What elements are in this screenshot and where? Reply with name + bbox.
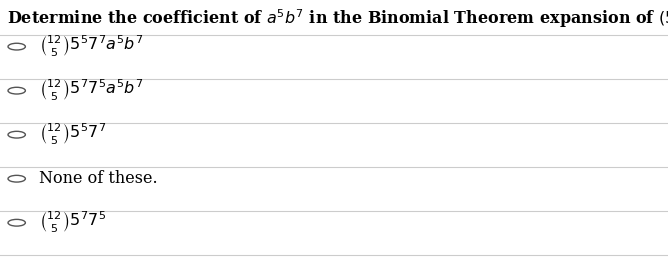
- Text: $\binom{12}{5}5^5 7^7 a^5 b^7$: $\binom{12}{5}5^5 7^7 a^5 b^7$: [39, 34, 143, 59]
- Text: $\binom{12}{5}5^7 7^5$: $\binom{12}{5}5^7 7^5$: [39, 210, 106, 235]
- Text: $\binom{12}{5}5^5 7^7$: $\binom{12}{5}5^5 7^7$: [39, 122, 106, 147]
- Text: Determine the coefficient of $a^5b^7$ in the Binomial Theorem expansion of $(5a : Determine the coefficient of $a^5b^7$ in…: [7, 8, 668, 31]
- Text: $\binom{12}{5}5^7 7^5 a^5 b^7$: $\binom{12}{5}5^7 7^5 a^5 b^7$: [39, 78, 143, 103]
- Text: None of these.: None of these.: [39, 170, 158, 187]
